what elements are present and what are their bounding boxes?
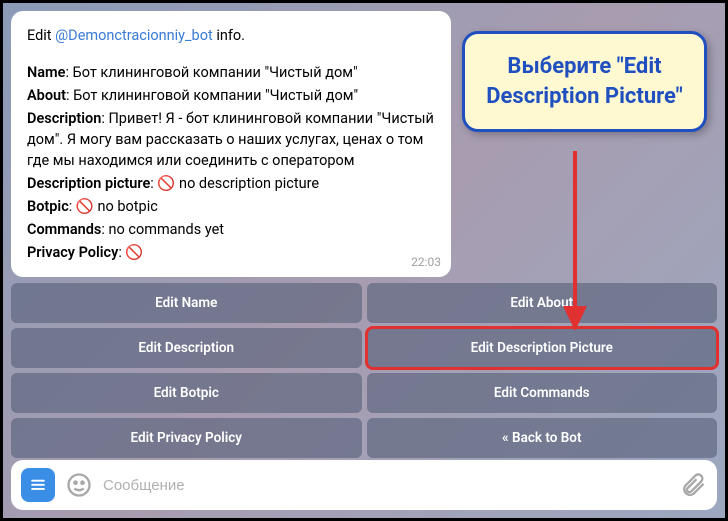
instruction-callout: Выберите "Edit Description Picture" bbox=[462, 31, 707, 132]
message-line: Privacy Policy: 🚫 bbox=[27, 242, 435, 263]
message-line: Name: Бот клининговой компании "Чистый д… bbox=[27, 62, 435, 83]
keyboard-button[interactable]: « Back to Bot bbox=[367, 418, 718, 458]
message-line-label: About bbox=[27, 87, 66, 104]
edit-prefix: Edit bbox=[27, 27, 55, 44]
message-line: Description: Привет! Я - бот клининговой… bbox=[27, 108, 435, 171]
message-line-label: Description picture bbox=[27, 175, 150, 192]
message-line: Description picture: 🚫 no description pi… bbox=[27, 173, 435, 194]
message-line-value: : 🚫 no description picture bbox=[150, 175, 319, 192]
keyboard-button[interactable]: Edit Description Picture bbox=[367, 328, 718, 368]
message-line-value: : Бот клининговой компании "Чистый дом" bbox=[65, 64, 357, 81]
message-line-value: : 🚫 no botpic bbox=[69, 198, 158, 215]
message-timestamp: 22:03 bbox=[411, 254, 441, 271]
message-line-value: : 🚫 bbox=[118, 244, 143, 261]
menu-button[interactable] bbox=[21, 468, 55, 502]
keyboard-row: Edit Privacy Policy« Back to Bot bbox=[11, 418, 717, 458]
message-line-value: : no commands yet bbox=[101, 221, 224, 238]
message-line-label: Name bbox=[27, 64, 65, 81]
keyboard-button[interactable]: Edit Privacy Policy bbox=[11, 418, 362, 458]
keyboard-button[interactable]: Edit Name bbox=[11, 283, 362, 323]
message-input[interactable] bbox=[103, 477, 669, 494]
keyboard-row: Edit NameEdit About bbox=[11, 283, 717, 323]
message-line-label: Description bbox=[27, 110, 101, 127]
keyboard-button[interactable]: Edit Botpic bbox=[11, 373, 362, 413]
emoji-icon[interactable] bbox=[65, 471, 93, 499]
message-input-bar bbox=[11, 460, 717, 510]
keyboard-row: Edit DescriptionEdit Description Picture bbox=[11, 328, 717, 368]
message-line-value: : Бот клининговой компании "Чистый дом" bbox=[66, 87, 358, 104]
attach-icon[interactable] bbox=[679, 471, 707, 499]
keyboard-button[interactable]: Edit Description bbox=[11, 328, 362, 368]
message-line-label: Botpic bbox=[27, 198, 69, 215]
edit-suffix: info. bbox=[213, 27, 245, 44]
keyboard-button[interactable]: Edit Commands bbox=[367, 373, 718, 413]
bot-handle-link[interactable]: @Demonctracionniy_bot bbox=[55, 27, 213, 44]
message-line: Botpic: 🚫 no botpic bbox=[27, 196, 435, 217]
message-line: Commands: no commands yet bbox=[27, 219, 435, 240]
message-line: About: Бот клининговой компании "Чистый … bbox=[27, 85, 435, 106]
message-header: Edit @Demonctracionniy_bot info. bbox=[27, 25, 435, 46]
keyboard-row: Edit BotpicEdit Commands bbox=[11, 373, 717, 413]
bot-message: Edit @Demonctracionniy_bot info. Name: Б… bbox=[11, 11, 451, 277]
message-line-label: Commands bbox=[27, 221, 101, 238]
message-line-label: Privacy Policy bbox=[27, 244, 118, 261]
inline-keyboard: Edit NameEdit AboutEdit DescriptionEdit … bbox=[11, 283, 717, 458]
keyboard-button[interactable]: Edit About bbox=[367, 283, 718, 323]
